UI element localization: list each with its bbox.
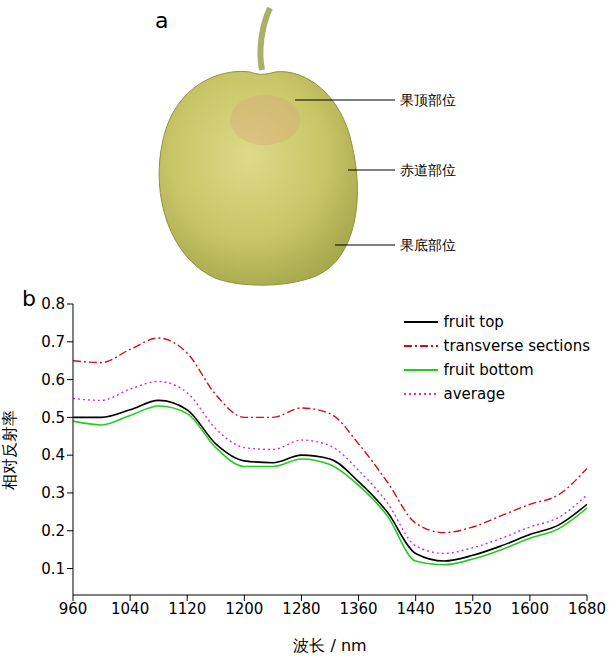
svg-text:1600: 1600 [511,600,549,618]
svg-text:0.4: 0.4 [41,446,65,464]
svg-text:1360: 1360 [339,600,377,618]
svg-text:1280: 1280 [282,600,320,618]
html-text:fruit top: fruit top [443,313,504,331]
svg-text:0.7: 0.7 [41,333,65,351]
svg-text:1120: 1120 [168,600,206,618]
svg-text:果底部位: 果底部位 [400,237,456,253]
html-text:transverse sections: transverse sections [443,337,590,355]
svg-text:0.8: 0.8 [41,295,65,313]
svg-text:相对反射率: 相对反射率 [0,410,19,490]
svg-text:0.3: 0.3 [41,484,65,502]
html-text:b: b [22,286,36,311]
svg-text:0.2: 0.2 [41,522,65,540]
svg-text:0.6: 0.6 [41,371,65,389]
html-text:average: average [443,385,505,403]
svg-text:1040: 1040 [111,600,149,618]
svg-text:波长 / nm: 波长 / nm [293,636,366,655]
html-text:fruit bottom: fruit bottom [443,361,534,379]
svg-text:1520: 1520 [454,600,492,618]
svg-text:0.1: 0.1 [41,560,65,578]
svg-text:960: 960 [59,600,88,618]
svg-text:0.5: 0.5 [41,409,65,427]
svg-text:赤道部位: 赤道部位 [400,162,456,178]
svg-text:a: a [155,8,168,33]
svg-text:1440: 1440 [397,600,435,618]
svg-text:1680: 1680 [568,600,606,618]
svg-text:1200: 1200 [225,600,263,618]
svg-text:果顶部位: 果顶部位 [400,92,456,108]
